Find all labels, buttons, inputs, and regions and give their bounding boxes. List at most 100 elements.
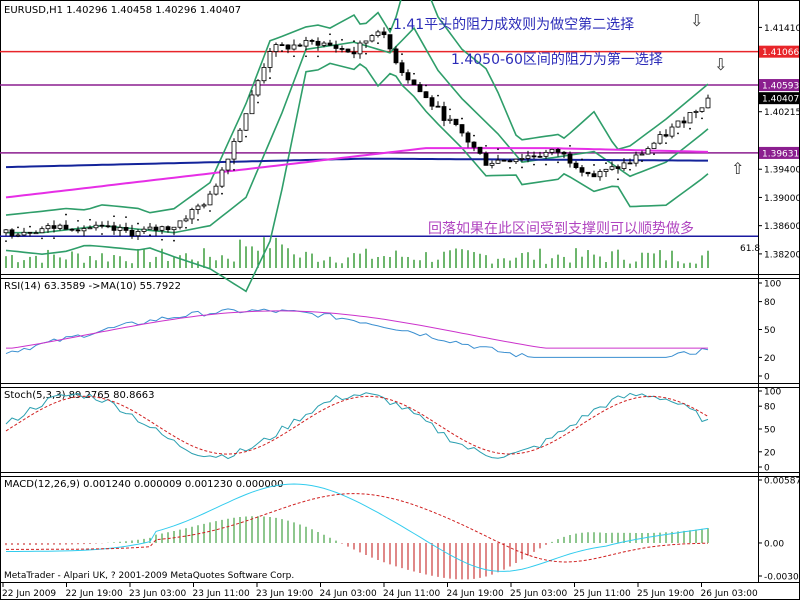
candle-body [483, 152, 489, 166]
sar-dot [125, 216, 127, 219]
stoch-main-line [5, 392, 709, 460]
sar-dot [257, 101, 259, 104]
time-tick-label: 25 Jun 19:00 [637, 589, 694, 599]
sar-dot [17, 226, 19, 229]
candle-body [453, 118, 459, 125]
candle-body [339, 48, 345, 50]
sub-tick-label: 80 [764, 298, 776, 308]
candle-body [171, 226, 177, 231]
price-tick-label: 1.41410 [764, 24, 800, 34]
rsi-ma-line [6, 310, 708, 349]
price-box [759, 79, 799, 92]
price-tick-label: 1.38600 [764, 222, 800, 232]
bollinger-middle [6, 26, 709, 234]
candle-body [33, 232, 39, 235]
candle-body [165, 226, 171, 231]
time-tick-label: 23 Jun 11:00 [193, 589, 250, 599]
sar-dot [149, 234, 151, 236]
sar-dot [593, 164, 595, 166]
candle-body [315, 40, 321, 46]
candle-body [3, 229, 9, 234]
sar-dot [605, 162, 607, 165]
candle-body [123, 227, 129, 231]
sar-dot [533, 163, 535, 166]
price-level-boxes: 1.41066 1.40593 1.40407 1.39631 [759, 45, 799, 159]
candle-body [705, 97, 711, 109]
volume-bars [5, 237, 709, 268]
main-panel-header: EURUSD,H1 1.40296 1.40458 1.40296 1.4040… [4, 5, 241, 16]
sar-dot [641, 160, 643, 163]
candle-body [219, 169, 225, 187]
bollinger-bands [5, 0, 709, 293]
candle-body [99, 224, 105, 227]
candle-body [687, 112, 693, 124]
sub-tick-label: 20 [764, 354, 776, 364]
candle-body [309, 40, 315, 42]
candle-body [39, 228, 45, 234]
candle-body [489, 162, 495, 166]
sar-dot [665, 142, 667, 145]
price-box [759, 45, 799, 58]
candle-body [531, 155, 537, 158]
sar-dot [569, 144, 571, 147]
sub-tick-label: 20 [764, 448, 776, 458]
sar-dot [437, 94, 439, 97]
candle-body [207, 193, 213, 206]
candle-body [399, 62, 405, 74]
annotation-bottom: 回落如果在此区间受到支撑则可以顺势做多 [428, 220, 694, 237]
candle-body [51, 225, 57, 229]
sar-dot [137, 222, 139, 225]
sar-dot [5, 240, 7, 243]
sar-dot [113, 215, 115, 218]
candle-body [381, 31, 387, 36]
candle-body [603, 168, 609, 172]
candle-body [261, 67, 267, 82]
macd-panel-header: MACD(12,26,9) 0.001240 0.000009 0.001230… [4, 479, 284, 490]
sar-dot [629, 168, 631, 171]
candle-body [177, 220, 183, 228]
sar-dot [185, 226, 187, 229]
candle-body [429, 97, 435, 107]
sar-dot [329, 33, 331, 36]
candle-body [285, 44, 291, 50]
price-box [759, 92, 799, 105]
candle-body [111, 225, 117, 231]
macd-tick-label: 0.00587 [764, 477, 800, 487]
stoch-axis-ticks: 100 80 50 20 0 [758, 388, 781, 474]
candle-body [189, 209, 195, 220]
annotation-mid: 1.4050-60区间的阻力为第一选择 [451, 51, 663, 68]
price-tick-label: 1.40215 [764, 108, 800, 118]
sar-dot [413, 72, 415, 75]
time-tick-label: 24 Jun 03:00 [320, 589, 377, 599]
time-tick-label: 25 Jun 03:00 [510, 589, 567, 599]
candle-body [267, 51, 273, 68]
sar-dot [497, 148, 499, 151]
price-box-label: 1.40407 [762, 95, 799, 105]
candle-body [387, 34, 393, 50]
sar-dot [617, 178, 619, 181]
macd-axis-ticks: 0.00587 0.00 -0.00308 [758, 477, 800, 583]
sar-dot [473, 134, 475, 137]
candle-body [27, 231, 33, 234]
candle-body [321, 42, 327, 46]
candle-body [45, 225, 51, 230]
sar-dot [485, 144, 487, 147]
candle-body [591, 173, 597, 178]
candle-body [495, 159, 501, 164]
candle-body [501, 159, 507, 162]
candle-body [645, 148, 651, 155]
macd-signal-line [6, 493, 709, 563]
candle-body [75, 229, 81, 232]
sar-dot [689, 127, 691, 130]
sub-tick-label: 100 [764, 280, 781, 290]
price-tick-label: 1.39000 [764, 194, 800, 204]
sar-dot [77, 219, 79, 222]
sub-tick-label: 80 [764, 403, 776, 413]
candle-body [633, 154, 639, 164]
sar-dot [305, 55, 307, 58]
candle-body [135, 231, 141, 237]
sar-dot [161, 238, 163, 241]
